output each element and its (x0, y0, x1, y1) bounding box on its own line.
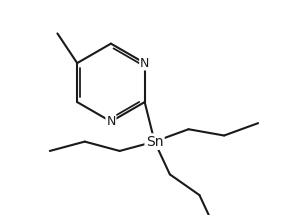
Text: N: N (140, 57, 149, 70)
Text: Sn: Sn (146, 135, 163, 149)
Text: N: N (106, 115, 116, 128)
